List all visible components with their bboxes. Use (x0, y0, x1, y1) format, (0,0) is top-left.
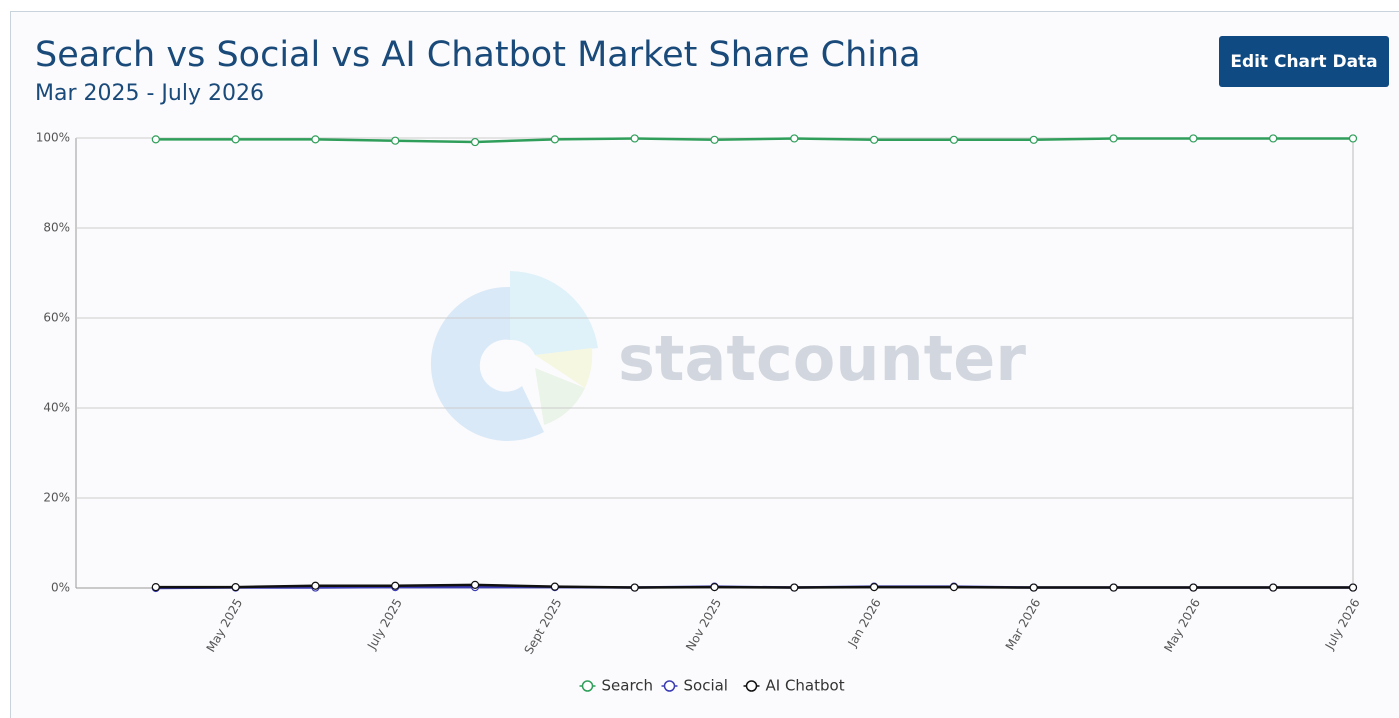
data-point (1189, 134, 1198, 143)
legend-label: AI Chatbot (766, 677, 845, 695)
data-point (1269, 583, 1278, 592)
data-point (1348, 134, 1358, 143)
edit-button-label[interactable]: Edit Chart Data (1230, 52, 1377, 72)
y-tick-label: 80% (43, 221, 70, 235)
series-line (155, 137, 1353, 144)
card (10, 11, 1399, 718)
data-point (1029, 135, 1038, 144)
data-point (630, 134, 639, 143)
data-point (391, 581, 400, 590)
data-point (470, 580, 480, 589)
data-point (1269, 134, 1278, 143)
edit-button[interactable] (1219, 36, 1389, 87)
data-point (550, 135, 559, 144)
data-point (151, 135, 160, 144)
data-point (870, 582, 879, 592)
y-tick-label: 0% (51, 581, 70, 595)
watermark-text: statcounter (618, 322, 1026, 395)
data-point (1189, 583, 1198, 592)
data-point (710, 135, 719, 144)
legend-label: Social (684, 677, 728, 695)
data-point (949, 135, 959, 144)
legend-marker (745, 680, 758, 692)
series-line (155, 583, 1353, 589)
y-tick-label: 60% (43, 311, 70, 325)
data-point (1348, 583, 1358, 592)
watermark-logo: statcounter (430, 271, 1026, 441)
chart-subtitle: Mar 2025 - July 2026 (35, 81, 264, 106)
data-point (790, 583, 799, 592)
data-point (231, 582, 240, 592)
data-point (790, 134, 799, 143)
data-point (550, 582, 559, 591)
data-point (949, 582, 959, 592)
chart-title: Search vs Social vs AI Chatbot Market Sh… (35, 35, 921, 75)
data-point (231, 135, 240, 144)
data-point (151, 582, 160, 592)
data-point (870, 135, 879, 144)
data-point (630, 583, 639, 592)
y-tick-label: 100% (36, 131, 70, 145)
legend-marker (581, 680, 594, 692)
data-point (391, 136, 400, 145)
y-tick-label: 20% (43, 491, 70, 505)
data-point (1109, 583, 1118, 592)
data-point (1109, 134, 1118, 143)
data-point (710, 582, 719, 592)
y-tick-label: 40% (43, 401, 70, 415)
data-point (470, 137, 480, 147)
legend-label: Search (602, 677, 654, 695)
legend-marker (663, 680, 676, 692)
data-point (1029, 583, 1038, 592)
data-point (311, 581, 320, 590)
data-point (311, 135, 320, 144)
